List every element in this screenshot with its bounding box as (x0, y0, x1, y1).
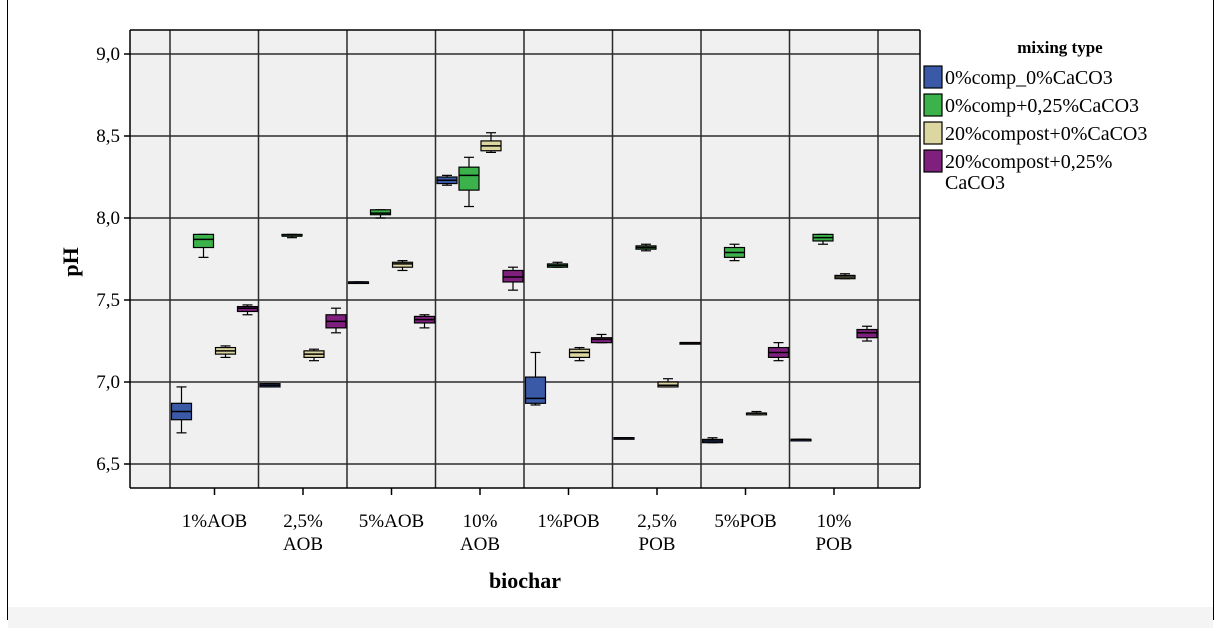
y-tick-label: 6,5 (96, 454, 120, 475)
box-iqr (236, 305, 259, 313)
bottom-strip (8, 607, 1213, 628)
y-tick-label: 9,0 (96, 44, 120, 65)
legend-label: 0%comp+0,25%CaCO3 (945, 95, 1139, 117)
box-iqr (568, 348, 591, 359)
x-tick-label: AOB (460, 534, 500, 555)
plot-area (130, 30, 920, 488)
x-axis-title: biochar (489, 568, 561, 593)
box-iqr (369, 209, 392, 216)
x-tick-label: 1%POB (537, 511, 599, 532)
legend-swatch (923, 65, 943, 89)
x-tick-label: AOB (283, 534, 323, 555)
y-tick-label: 7,0 (96, 372, 120, 393)
legend-label: 20%compost+0,25% (945, 151, 1112, 173)
box-iqr (657, 381, 679, 388)
legend-label: CaCO3 (945, 172, 1005, 194)
x-tick-label: 1%AOB (182, 511, 247, 532)
legend-swatch (923, 93, 943, 117)
box-iqr (458, 166, 480, 191)
legend-swatch (923, 149, 943, 173)
x-tick-label: 10% (817, 511, 852, 532)
box-iqr (590, 337, 613, 344)
box-iqr (391, 261, 414, 268)
x-tick-label: 2,5% (637, 511, 677, 532)
y-tick-label: 7,5 (96, 290, 120, 311)
x-tick-label: POB (816, 534, 853, 555)
box-iqr (192, 233, 215, 249)
y-axis-title: pH (58, 247, 83, 276)
box-iqr (524, 376, 547, 404)
y-tick-label: 8,0 (96, 208, 120, 229)
x-tick-label: 2,5% (283, 511, 323, 532)
y-tick-label: 8,5 (96, 126, 120, 147)
box-iqr (856, 328, 878, 339)
legend-title: mixing type (1017, 38, 1103, 57)
x-tick-label: 10% (463, 511, 498, 532)
x-tick-label: 5%POB (714, 511, 776, 532)
x-tick-label: POB (639, 534, 676, 555)
legend-label: 0%comp_0%CaCO3 (945, 67, 1113, 89)
box-iqr (502, 269, 524, 283)
legend-label: 20%compost+0%CaCO3 (945, 123, 1147, 145)
x-tick-label: 5%AOB (359, 511, 424, 532)
legend-swatch (923, 121, 943, 145)
